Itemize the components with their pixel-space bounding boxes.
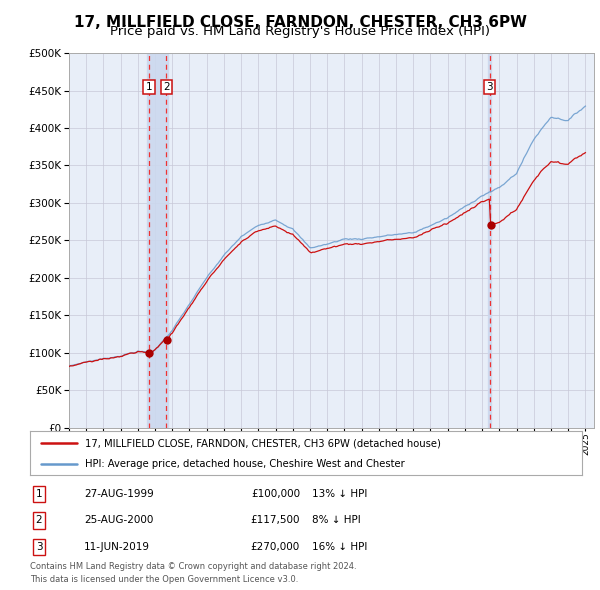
Text: £270,000: £270,000	[251, 542, 300, 552]
Bar	[147, 53, 169, 428]
Text: 17, MILLFIELD CLOSE, FARNDON, CHESTER, CH3 6PW (detached house): 17, MILLFIELD CLOSE, FARNDON, CHESTER, C…	[85, 438, 441, 448]
Text: 27-AUG-1999: 27-AUG-1999	[84, 489, 154, 499]
Text: HPI: Average price, detached house, Cheshire West and Chester: HPI: Average price, detached house, Ches…	[85, 460, 405, 469]
Text: 3: 3	[487, 82, 493, 92]
Text: 17, MILLFIELD CLOSE, FARNDON, CHESTER, CH3 6PW: 17, MILLFIELD CLOSE, FARNDON, CHESTER, C…	[74, 15, 527, 30]
Text: 13% ↓ HPI: 13% ↓ HPI	[312, 489, 367, 499]
Text: 2: 2	[163, 82, 170, 92]
Text: Price paid vs. HM Land Registry's House Price Index (HPI): Price paid vs. HM Land Registry's House …	[110, 25, 490, 38]
Text: This data is licensed under the Open Government Licence v3.0.: This data is licensed under the Open Gov…	[30, 575, 298, 584]
Text: 3: 3	[35, 542, 43, 552]
Text: 1: 1	[146, 82, 152, 92]
Text: 16% ↓ HPI: 16% ↓ HPI	[312, 542, 367, 552]
Text: 8% ↓ HPI: 8% ↓ HPI	[312, 516, 361, 525]
Bar	[488, 53, 491, 428]
Text: Contains HM Land Registry data © Crown copyright and database right 2024.: Contains HM Land Registry data © Crown c…	[30, 562, 356, 571]
Text: 25-AUG-2000: 25-AUG-2000	[84, 516, 154, 525]
Text: £100,000: £100,000	[251, 489, 300, 499]
Text: 1: 1	[35, 489, 43, 499]
Text: £117,500: £117,500	[251, 516, 300, 525]
Text: 2: 2	[35, 516, 43, 525]
Text: 11-JUN-2019: 11-JUN-2019	[84, 542, 150, 552]
